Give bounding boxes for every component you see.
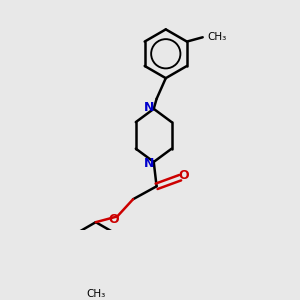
Text: O: O xyxy=(109,213,119,226)
Text: CH₃: CH₃ xyxy=(207,32,226,42)
Text: N: N xyxy=(143,101,154,114)
Text: CH₃: CH₃ xyxy=(86,289,105,299)
Text: O: O xyxy=(178,169,189,182)
Text: N: N xyxy=(143,157,154,170)
